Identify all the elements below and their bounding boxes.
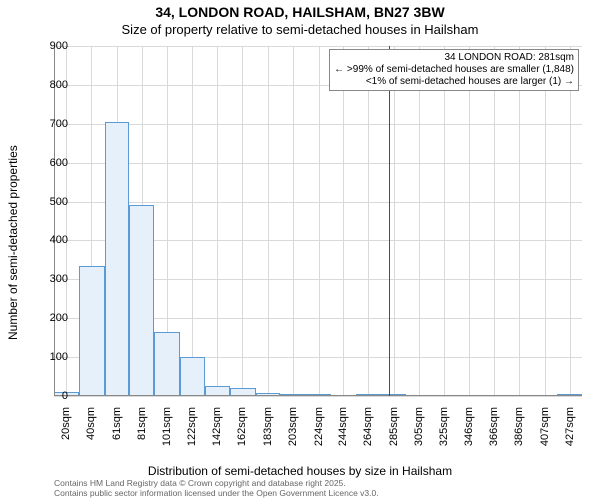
reference-line	[389, 46, 390, 396]
x-tick-label: 427sqm	[564, 407, 576, 467]
histogram-bar	[79, 266, 105, 396]
annotation-line1: 34 LONDON ROAD: 281sqm	[445, 52, 575, 63]
y-tick-label: 400	[28, 234, 68, 246]
x-tick-label: 407sqm	[539, 407, 551, 467]
chart-title: 34, LONDON ROAD, HAILSHAM, BN27 3BW	[0, 4, 600, 20]
y-tick-label: 200	[28, 312, 68, 324]
x-tick-label: 325sqm	[438, 407, 450, 467]
x-tick-label: 244sqm	[337, 407, 349, 467]
x-tick-label: 285sqm	[388, 407, 400, 467]
histogram-bar	[105, 122, 130, 396]
x-tick-label: 101sqm	[161, 407, 173, 467]
x-tick-label: 162sqm	[236, 407, 248, 467]
x-tick-label: 305sqm	[413, 407, 425, 467]
x-tick-label: 40sqm	[85, 407, 97, 467]
y-axis-label: Number of semi-detached properties	[6, 145, 20, 340]
annotation-line3: <1% of semi-detached houses are larger (…	[366, 76, 574, 87]
x-tick-label: 224sqm	[313, 407, 325, 467]
x-tick-label: 386sqm	[513, 407, 525, 467]
histogram-bar	[180, 357, 205, 396]
attribution-line2: Contains public sector information licen…	[54, 488, 379, 498]
y-tick-label: 700	[28, 118, 68, 130]
chart-subtitle: Size of property relative to semi-detach…	[0, 22, 600, 37]
x-tick-label: 203sqm	[287, 407, 299, 467]
x-tick-label: 142sqm	[211, 407, 223, 467]
y-tick-label: 300	[28, 273, 68, 285]
x-tick-label: 264sqm	[362, 407, 374, 467]
y-tick-label: 900	[28, 40, 68, 52]
y-tick-label: 0	[28, 390, 68, 402]
y-tick-label: 800	[28, 79, 68, 91]
x-tick-label: 183sqm	[262, 407, 274, 467]
histogram-bar	[129, 205, 154, 396]
y-tick-label: 500	[28, 196, 68, 208]
x-tick-label: 61sqm	[111, 407, 123, 467]
x-tick-label: 81sqm	[136, 407, 148, 467]
x-axis-label: Distribution of semi-detached houses by …	[0, 464, 600, 478]
x-tick-label: 346sqm	[463, 407, 475, 467]
x-tick-label: 366sqm	[488, 407, 500, 467]
x-tick-label: 122sqm	[186, 407, 198, 467]
plot-area: 34 LONDON ROAD: 281sqm← >99% of semi-det…	[54, 46, 582, 396]
histogram-bar	[154, 332, 180, 396]
annotation-box: 34 LONDON ROAD: 281sqm← >99% of semi-det…	[329, 49, 579, 91]
x-tick-label: 20sqm	[60, 407, 72, 467]
chart-container: { "title": "34, LONDON ROAD, HAILSHAM, B…	[0, 0, 600, 500]
y-tick-label: 600	[28, 157, 68, 169]
annotation-line2: ← >99% of semi-detached houses are small…	[334, 64, 574, 75]
attribution-text: Contains HM Land Registry data © Crown c…	[54, 479, 379, 498]
y-tick-label: 100	[28, 351, 68, 363]
